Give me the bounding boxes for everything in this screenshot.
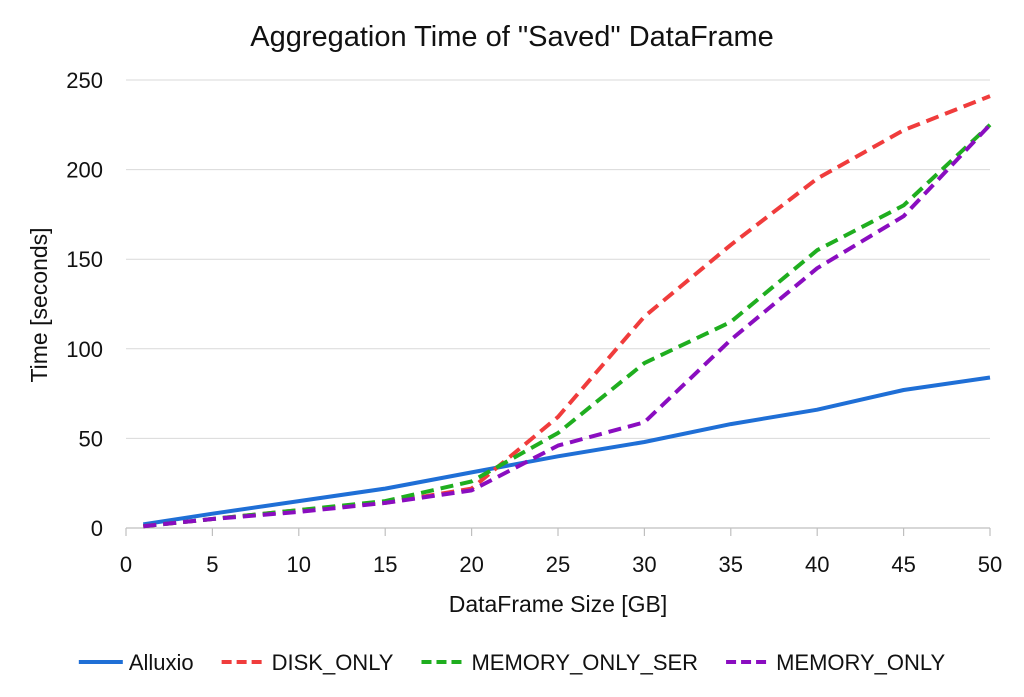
- x-tick-label: 20: [459, 552, 483, 577]
- legend-label: DISK_ONLY: [272, 650, 394, 675]
- y-tick-label: 250: [66, 68, 103, 93]
- x-axis-label: DataFrame Size [GB]: [449, 591, 668, 617]
- legend: Alluxio DISK_ONLY MEMORY_ONLY_SER MEMORY_ON…: [78, 650, 946, 675]
- x-tick-label: 15: [373, 552, 397, 577]
- series-line-memory-only: [143, 123, 992, 529]
- x-tick-label: 35: [719, 552, 743, 577]
- x-tick-label: 10: [287, 552, 311, 577]
- series-lines: [142, 94, 992, 529]
- x-tick-label: 0: [120, 552, 132, 577]
- legend-label: MEMORY_ONLY: [776, 650, 945, 675]
- y-tick-label: 0: [91, 516, 103, 541]
- series-line-memory-only-ser: [143, 123, 992, 529]
- axes: 0 50 100 150 200 250 0 5 10 15 20 25 30 35 40 45 50: [66, 68, 1002, 577]
- x-tick-label: 50: [978, 552, 1002, 577]
- x-tick-label: 5: [206, 552, 218, 577]
- x-tick-label: 45: [891, 552, 915, 577]
- gridlines: [126, 79, 990, 439]
- series-line-alluxio: [142, 375, 991, 527]
- x-tick-label: 25: [546, 552, 570, 577]
- y-tick-label: 200: [66, 158, 103, 183]
- chart-title: Aggregation Time of "Saved" DataFrame: [250, 21, 774, 53]
- y-tick-label: 100: [66, 337, 103, 362]
- y-axis-label: Time [seconds]: [26, 227, 52, 382]
- x-tick-label: 40: [805, 552, 829, 577]
- x-tick-label: 30: [632, 552, 656, 577]
- legend-label: Alluxio: [129, 650, 194, 675]
- series-line-disk-only: [143, 94, 991, 529]
- y-tick-label: 50: [79, 426, 103, 451]
- y-tick-label: 150: [66, 247, 103, 272]
- legend-label: MEMORY_ONLY_SER: [471, 650, 698, 675]
